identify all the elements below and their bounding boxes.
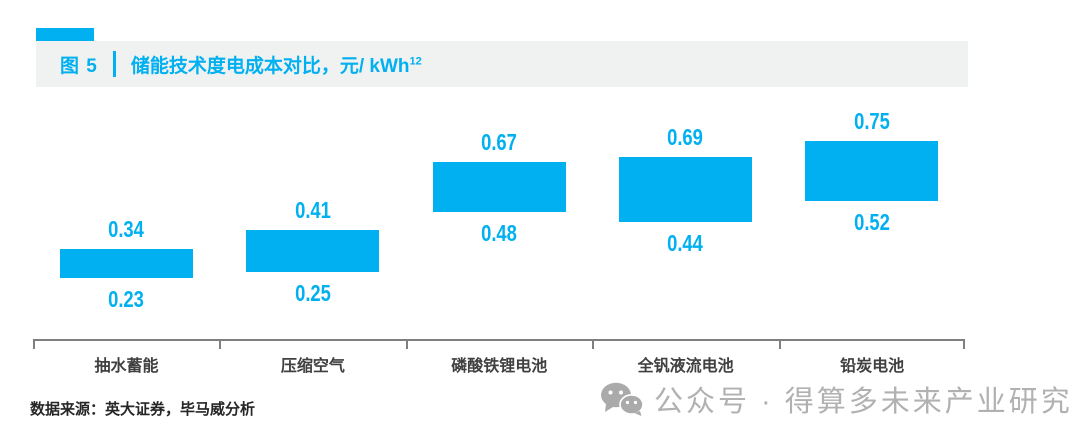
axis-tick [219,339,222,349]
axis-tick [963,339,965,349]
x-axis-line [33,339,965,341]
range-bar [618,156,752,223]
max-value-label: 0.67 [481,128,517,155]
max-value-label: 0.34 [108,215,145,242]
axis-tick [778,339,781,349]
category-label: 全钒液流电池 [637,358,734,375]
data-source-note: 数据来源：英大证券，毕马威分析 [30,401,256,418]
axis-tick [33,339,35,349]
figure-number: 图 5 [60,55,98,77]
range-bar [59,248,193,278]
category-label: 压缩空气 [280,358,345,375]
min-value-label: 0.23 [108,285,145,312]
axis-tick [592,339,595,349]
max-value-label: 0.75 [853,107,890,134]
min-value-label: 0.52 [853,209,890,236]
min-value-label: 0.48 [481,219,517,246]
category-label: 磷酸铁锂电池 [451,358,548,375]
figure-title: 储能技术度电成本对比，元/ kWh12 [131,51,422,78]
category-label: 铅炭电池 [840,358,905,375]
figure-accent-tab [36,28,94,41]
min-value-label: 0.25 [294,280,331,307]
watermark: 公众号 · 得算多未来产业研究 [600,378,1073,420]
footnote-marker: 12 [409,55,422,68]
max-value-label: 0.41 [294,197,331,224]
category-label: 抽水蓄能 [94,358,159,375]
wechat-icon [601,382,644,416]
range-bar [246,230,380,273]
watermark-text: 公众号 · 得算多未来产业研究 [654,386,1073,418]
max-value-label: 0.69 [667,123,704,150]
range-bar [432,161,566,212]
header-divider [112,51,116,77]
figure-header: 图 5 储能技术度电成本对比，元/ kWh12 [36,41,968,87]
range-bar [805,140,939,202]
axis-tick [405,339,408,349]
min-value-label: 0.44 [667,230,704,257]
figure-title-text: 储能技术度电成本对比，元/ kWh [130,55,410,77]
